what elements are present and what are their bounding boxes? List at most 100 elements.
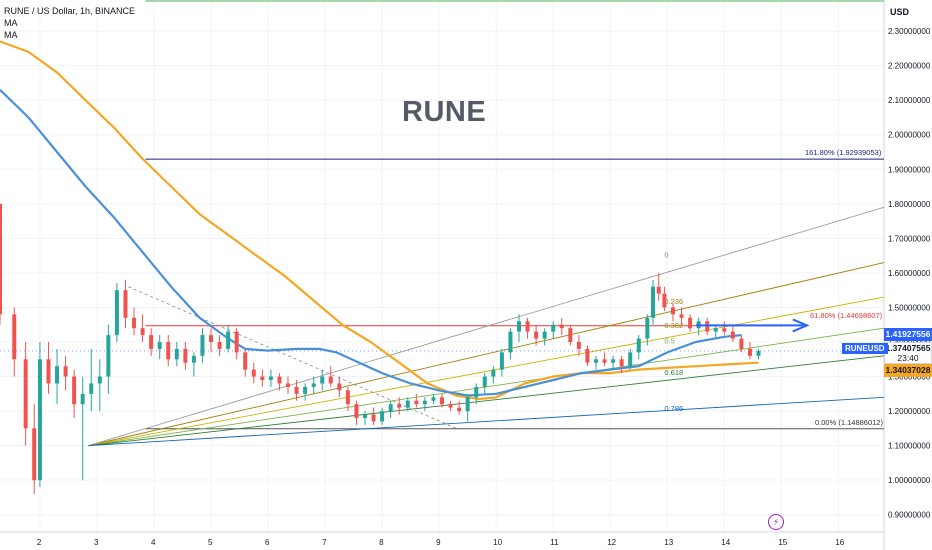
candle-body bbox=[542, 331, 547, 339]
y-tick-label: 1.20000000 bbox=[888, 407, 931, 416]
y-tick-label: 1.80000000 bbox=[888, 200, 931, 209]
candle-body bbox=[465, 397, 470, 412]
candle-body bbox=[619, 359, 624, 367]
candle-body bbox=[602, 359, 607, 363]
candle-body bbox=[243, 352, 248, 370]
fan-level-label: 0.5 bbox=[664, 337, 674, 346]
fan-level-label: 0.786 bbox=[664, 404, 683, 413]
candle-body bbox=[662, 293, 667, 308]
candle-body bbox=[371, 414, 376, 422]
y-tick-label: 1.00000000 bbox=[888, 476, 931, 485]
candle-body bbox=[174, 348, 179, 360]
candle-body bbox=[656, 286, 661, 294]
candle-body bbox=[611, 359, 616, 363]
ma-indicator-1[interactable]: MA bbox=[4, 18, 18, 28]
candle-body bbox=[568, 328, 573, 342]
fan-line bbox=[88, 262, 885, 447]
candle-body bbox=[106, 335, 111, 377]
fan-level-label: 0.236 bbox=[664, 297, 683, 306]
candle-body bbox=[585, 348, 590, 363]
current-price-value: 1.37407565 bbox=[885, 343, 931, 353]
x-tick-label: 14 bbox=[721, 538, 730, 547]
candle-body bbox=[37, 359, 42, 481]
x-tick-label: 11 bbox=[550, 538, 559, 547]
candle-body bbox=[183, 348, 188, 363]
currency-label[interactable]: USD bbox=[890, 7, 910, 17]
x-tick-label: 16 bbox=[835, 538, 844, 547]
fib-extension-label: 161.80% (1.92939053) bbox=[805, 148, 882, 157]
chart-legend: RUNE / US Dollar, 1h, BINANCE MA MA bbox=[4, 5, 135, 41]
candle-body bbox=[55, 366, 60, 384]
candle-body bbox=[294, 386, 299, 394]
candle-body bbox=[559, 324, 564, 329]
candle-body bbox=[651, 286, 656, 318]
candle-body bbox=[576, 342, 581, 349]
candle-body bbox=[320, 376, 325, 384]
candle-body bbox=[457, 407, 462, 412]
y-tick-label: 0.90000000 bbox=[888, 511, 931, 520]
y-tick-label: 2.20000000 bbox=[888, 62, 931, 71]
ma-fast-line bbox=[0, 89, 742, 397]
fib-base-label: 0.00% (1.14886012) bbox=[815, 418, 883, 427]
ma-indicator-2[interactable]: MA bbox=[4, 30, 18, 40]
x-tick-label: 13 bbox=[664, 538, 673, 547]
candle-body bbox=[628, 352, 633, 367]
candle-body bbox=[63, 366, 68, 377]
price-tag-high-level: 1.41927556 bbox=[884, 328, 932, 341]
candle-body bbox=[268, 376, 273, 380]
candle-body bbox=[491, 369, 496, 377]
candle-body bbox=[191, 355, 196, 363]
candle-body bbox=[260, 376, 265, 380]
candle-body bbox=[311, 383, 316, 387]
lightning-icon[interactable]: ⚡ bbox=[768, 514, 784, 530]
candle-body bbox=[226, 331, 231, 349]
candle-body bbox=[756, 350, 761, 356]
candle-body bbox=[149, 335, 154, 349]
fan-line bbox=[88, 396, 885, 447]
y-tick-label: 1.30000000 bbox=[888, 373, 931, 382]
candle-body bbox=[593, 359, 598, 363]
symbol-tag: RUNEUSD bbox=[842, 343, 888, 354]
candle-body bbox=[380, 411, 385, 422]
candle-body bbox=[670, 307, 675, 315]
candle-body bbox=[251, 369, 256, 377]
candle-body bbox=[551, 324, 556, 332]
candle-body bbox=[32, 428, 37, 481]
candle-body bbox=[713, 328, 718, 332]
candle-body bbox=[132, 317, 137, 329]
candle-body bbox=[80, 393, 85, 405]
projection-arrow-head bbox=[792, 318, 810, 333]
y-tick-label: 1.10000000 bbox=[888, 442, 931, 451]
price-tag-current: 1.37407565 23:40 bbox=[884, 342, 932, 364]
symbol-title[interactable]: RUNE / US Dollar, 1h, BINANCE bbox=[4, 6, 136, 16]
fib-618-label: 61.80% (1.44698607) bbox=[810, 311, 883, 320]
ma-slow-line bbox=[0, 40, 759, 401]
candle-body bbox=[679, 314, 684, 318]
candle-body bbox=[140, 328, 145, 336]
candle-body bbox=[12, 314, 17, 360]
candle-body bbox=[303, 386, 308, 394]
candle-body bbox=[209, 335, 214, 342]
fan-line bbox=[88, 355, 885, 447]
candle-body bbox=[345, 390, 350, 405]
candle-body bbox=[499, 352, 504, 370]
candle-countdown: 23:40 bbox=[897, 353, 919, 363]
candle-body bbox=[114, 290, 119, 336]
candle-body bbox=[363, 414, 368, 418]
candle-body bbox=[354, 404, 359, 418]
candle-body bbox=[730, 331, 735, 339]
candle-body bbox=[747, 348, 752, 356]
candle-body bbox=[200, 335, 205, 356]
x-tick-label: 6 bbox=[265, 538, 270, 547]
candle-body bbox=[508, 331, 513, 353]
y-tick-label: 2.00000000 bbox=[888, 131, 931, 140]
x-tick-label: 3 bbox=[94, 538, 99, 547]
candle-body bbox=[234, 331, 239, 353]
candle-body bbox=[534, 331, 539, 339]
candle-body bbox=[525, 321, 530, 332]
candle-body bbox=[422, 400, 427, 405]
y-tick-label: 1.90000000 bbox=[888, 165, 931, 174]
candle-body bbox=[89, 383, 94, 394]
fan-level-label: 0.618 bbox=[664, 368, 683, 377]
